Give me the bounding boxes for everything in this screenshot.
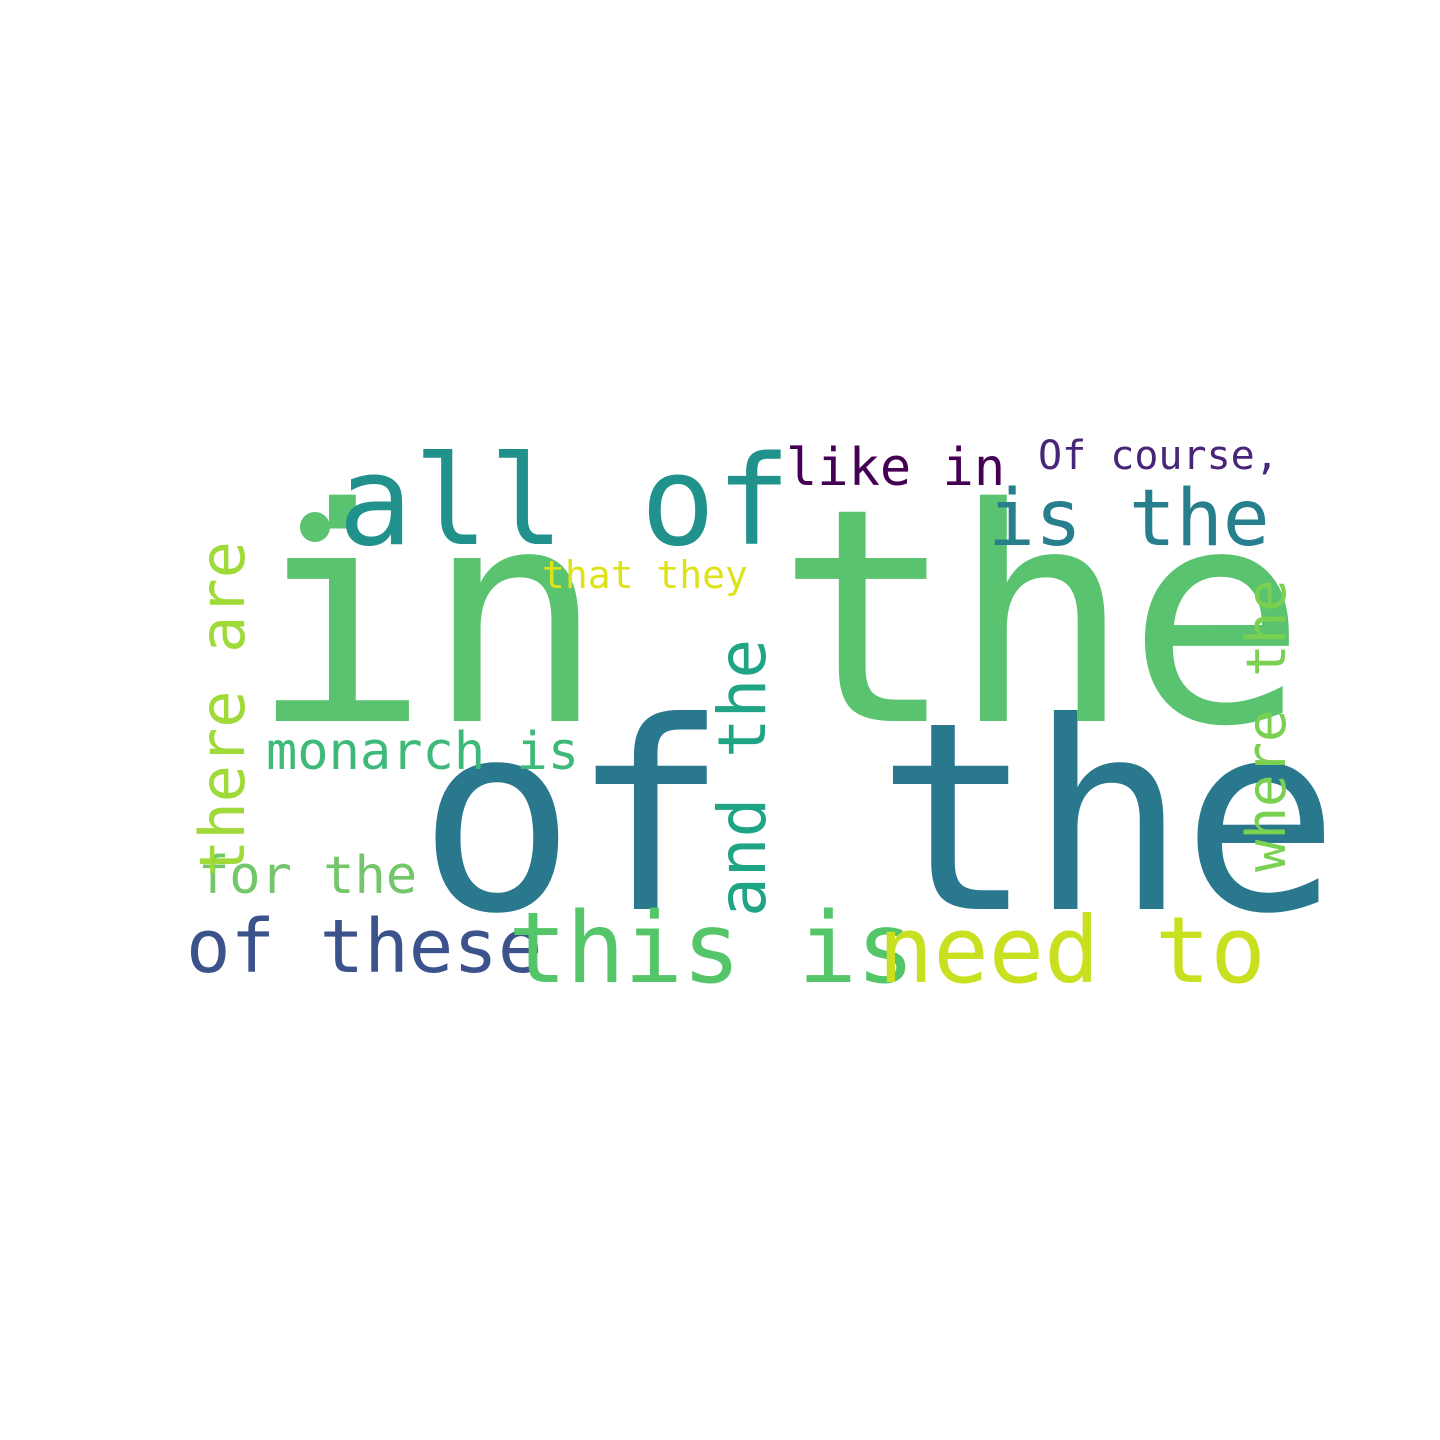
word-of-the: of the [418,666,1339,971]
word-like-in: like in [786,438,1006,498]
word-of-these: of these [186,904,543,990]
word-for-the: for the [198,846,418,906]
word-where-the: where the [1235,579,1298,872]
word-monarch-is: monarch is [266,722,580,782]
word-this-is: this is [508,892,915,1006]
dot-mark [300,512,330,542]
word-need-to: need to [878,897,1266,1004]
word-there-are: there are [186,541,259,877]
word-in-the: in the [250,445,1306,792]
word-is-the: is the [988,474,1270,564]
word-all-of: all of [338,430,792,574]
word-that-they: that they [542,553,748,597]
word-and-the: and the [704,638,781,917]
word-of-course: Of course, [1038,433,1279,479]
